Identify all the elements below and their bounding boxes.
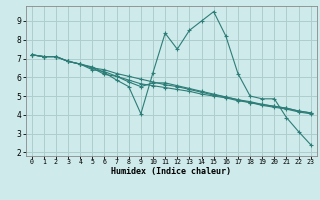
X-axis label: Humidex (Indice chaleur): Humidex (Indice chaleur): [111, 167, 231, 176]
